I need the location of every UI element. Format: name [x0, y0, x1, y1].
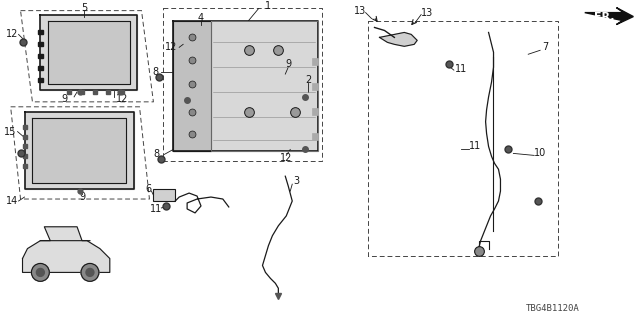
Text: TBG4B1120A: TBG4B1120A — [526, 304, 580, 313]
Text: 1: 1 — [266, 1, 271, 11]
Text: 10: 10 — [534, 148, 547, 158]
Text: 5: 5 — [81, 3, 87, 13]
Polygon shape — [22, 241, 110, 272]
Text: 6: 6 — [145, 184, 152, 194]
Circle shape — [81, 263, 99, 281]
Bar — [154, 189, 175, 201]
Text: 8: 8 — [152, 67, 159, 77]
Polygon shape — [173, 20, 318, 151]
Text: FR.: FR. — [595, 12, 615, 21]
Polygon shape — [173, 20, 211, 151]
Text: 8: 8 — [154, 149, 159, 159]
Text: 13: 13 — [353, 6, 366, 16]
Bar — [38, 54, 44, 58]
Polygon shape — [24, 112, 134, 189]
Text: 15: 15 — [4, 127, 17, 137]
Text: 7: 7 — [542, 42, 548, 52]
Text: 12: 12 — [6, 29, 19, 39]
Text: 12: 12 — [165, 42, 177, 52]
Text: 14: 14 — [6, 196, 18, 206]
Polygon shape — [33, 118, 125, 183]
Bar — [106, 90, 110, 94]
Bar — [38, 42, 44, 46]
Text: 9: 9 — [285, 59, 291, 69]
Text: 2: 2 — [305, 75, 311, 85]
Bar — [312, 108, 318, 115]
Polygon shape — [48, 20, 130, 84]
Text: 11: 11 — [150, 204, 163, 214]
Polygon shape — [380, 32, 417, 46]
Text: 4: 4 — [198, 12, 204, 23]
Text: 12: 12 — [115, 94, 128, 104]
Bar — [80, 90, 84, 94]
Bar — [22, 135, 28, 139]
Bar — [38, 78, 44, 82]
Polygon shape — [585, 8, 634, 25]
Polygon shape — [40, 227, 90, 241]
Bar — [22, 125, 28, 129]
Bar — [312, 132, 318, 140]
Bar — [22, 155, 28, 158]
Text: 13: 13 — [421, 8, 433, 18]
Text: 3: 3 — [293, 176, 300, 186]
Text: 11: 11 — [454, 64, 467, 74]
Bar — [38, 30, 44, 35]
Polygon shape — [211, 20, 318, 151]
Polygon shape — [40, 15, 136, 90]
Text: 9: 9 — [61, 94, 67, 104]
Bar — [120, 90, 124, 94]
Circle shape — [86, 268, 94, 276]
Bar — [22, 145, 28, 148]
Text: 11: 11 — [468, 141, 481, 151]
Bar — [312, 83, 318, 90]
Bar — [93, 90, 97, 94]
Bar — [312, 58, 318, 65]
Bar — [22, 164, 28, 168]
Text: 9: 9 — [79, 192, 85, 202]
Bar — [38, 66, 44, 70]
Circle shape — [36, 268, 44, 276]
Bar — [67, 90, 71, 94]
Circle shape — [31, 263, 49, 281]
Text: 12: 12 — [280, 153, 292, 164]
